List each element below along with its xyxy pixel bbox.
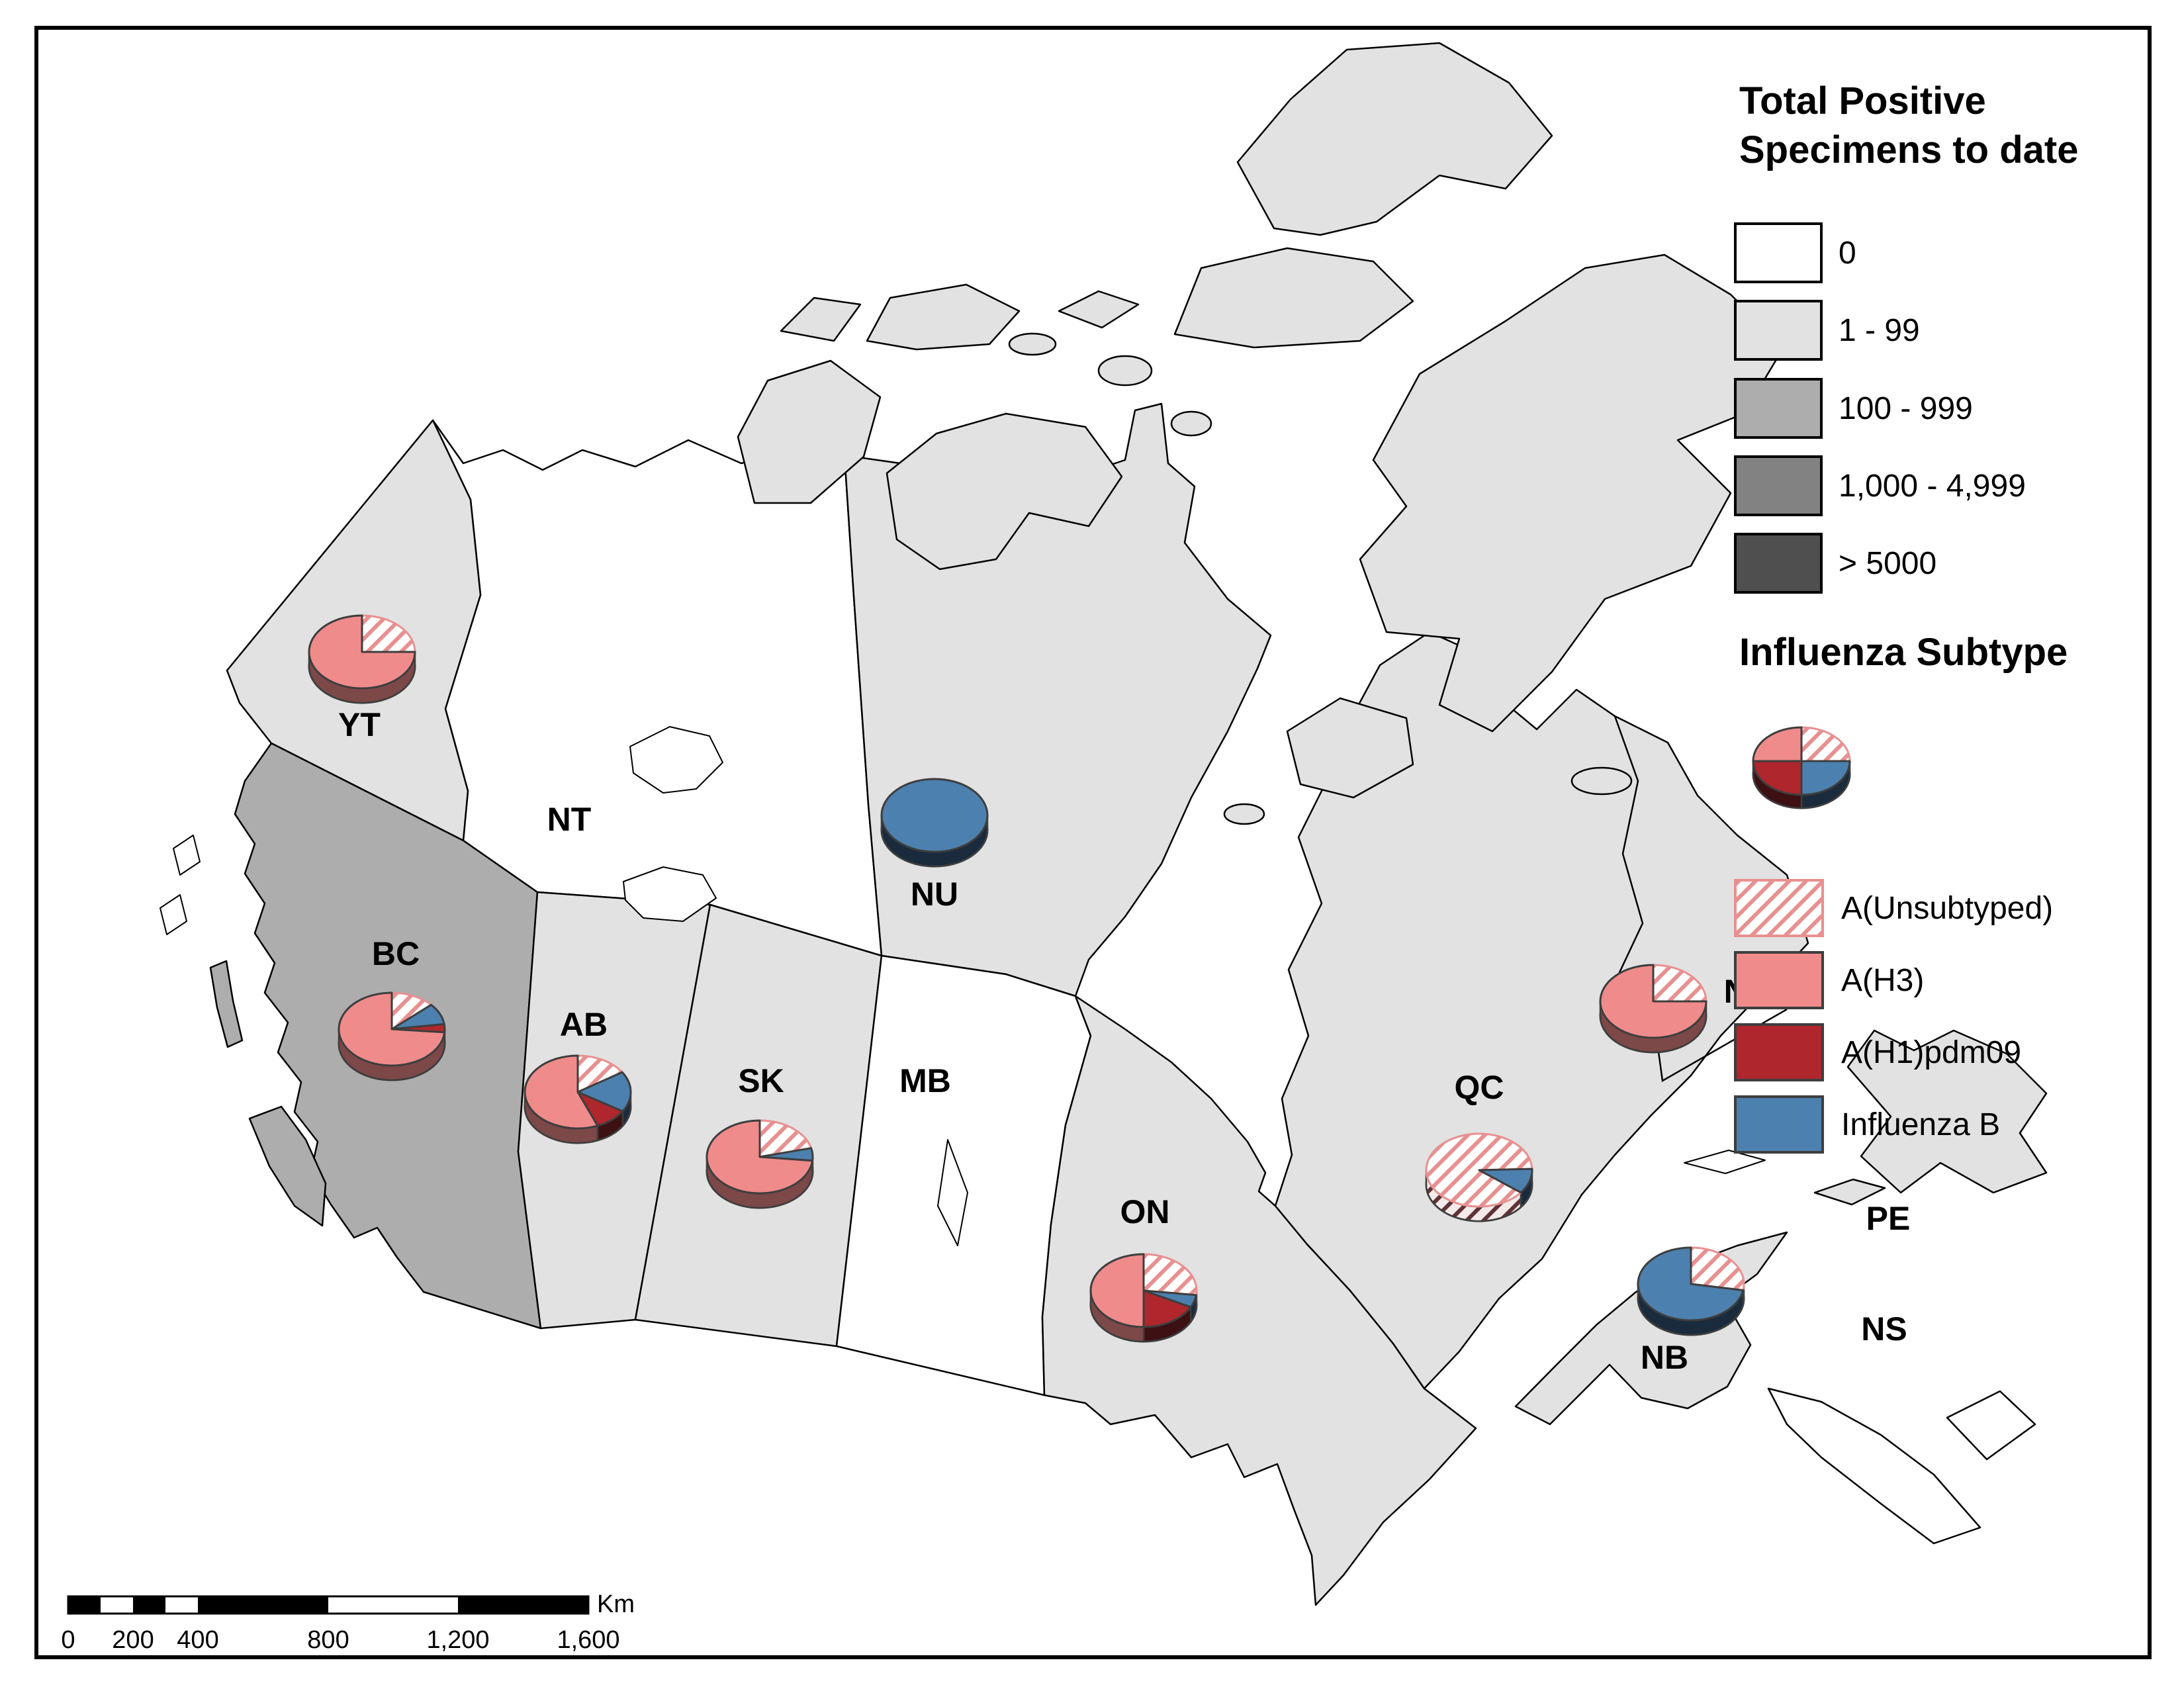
scale-seg-4 — [458, 1596, 588, 1614]
legend-label-1000-4999: 1,000 - 4,999 — [1839, 469, 2026, 504]
legend-swatch-100-999 — [1735, 379, 1821, 437]
label-bc: BC — [372, 935, 420, 972]
label-mb: MB — [899, 1062, 951, 1099]
scale-bar: 0 200 400 800 1,200 1,600 Km — [61, 1590, 635, 1654]
subtype-swatch-h1pdm09 — [1735, 1025, 1823, 1080]
pie-AB — [525, 1056, 631, 1143]
legend-label-0: 0 — [1839, 236, 1856, 271]
scale-seg-1 — [68, 1596, 101, 1614]
label-on: ON — [1120, 1193, 1170, 1230]
scale-tick-0: 0 — [61, 1626, 75, 1654]
pie-NL — [1600, 965, 1706, 1052]
island-parry — [1059, 291, 1138, 328]
label-qc: QC — [1455, 1069, 1504, 1106]
legend-specimens: Total Positive Specimens to date 0 1 - 9… — [1735, 79, 2078, 592]
label-nt: NT — [547, 801, 592, 838]
legend-label-5000: > 5000 — [1839, 546, 1936, 581]
legend-label-100-999: 100 - 999 — [1839, 391, 1973, 426]
region-bc-haida-gwaii — [210, 961, 242, 1047]
pie-legend-sample — [1753, 727, 1850, 808]
scale-seg-3 — [198, 1596, 328, 1614]
subtype-label-h1pdm09: A(H1)pdm09 — [1841, 1035, 2021, 1070]
subtype-label-influenza-b: Influenza B — [1841, 1107, 2000, 1142]
scale-tick-800: 800 — [307, 1626, 349, 1654]
legend-label-1-99: 1 - 99 — [1839, 313, 1920, 348]
legend-specimens-title-line2: Specimens to date — [1739, 128, 2078, 171]
island-small-2 — [1171, 412, 1211, 435]
label-ns: NS — [1861, 1310, 1907, 1348]
island-coats — [1224, 804, 1264, 824]
label-pe: PE — [1866, 1200, 1911, 1237]
legend-swatch-1-99 — [1735, 301, 1821, 359]
region-ns — [1768, 1389, 1980, 1543]
island-melville — [867, 285, 1019, 349]
scale-tick-1200: 1,200 — [426, 1626, 489, 1654]
pie-legend-sample-slice-A(H3) — [1753, 727, 1801, 761]
island-small-1 — [1099, 356, 1152, 385]
subtype-label-unsubtyped: A(Unsubtyped) — [1841, 891, 2053, 926]
island-prince-patrick — [781, 298, 860, 341]
legend-swatch-1000-4999 — [1735, 457, 1821, 515]
scale-tick-400: 400 — [177, 1626, 218, 1654]
label-sk: SK — [738, 1062, 784, 1099]
label-nb: NB — [1641, 1339, 1688, 1376]
label-yt: YT — [338, 706, 381, 743]
legend-specimens-title-line1: Total Positive — [1739, 79, 1986, 122]
pie-legend-sample-slice-A(Unsubtyped) — [1801, 727, 1850, 761]
pie-QC — [1426, 1134, 1532, 1221]
pie-NU-slice — [882, 779, 987, 852]
pie-NU — [882, 779, 987, 866]
region-ns-cape-breton — [1947, 1391, 2035, 1459]
label-nu: NU — [911, 876, 958, 913]
pie-NB — [1638, 1248, 1744, 1335]
island-ellesmere — [1238, 43, 1552, 235]
island-devon — [1175, 248, 1413, 347]
island-hudson-strait — [1572, 768, 1631, 794]
scale-tick-200: 200 — [112, 1626, 154, 1654]
pie-BC — [339, 993, 445, 1080]
label-ab: AB — [560, 1006, 608, 1043]
scale-tick-1600: 1,600 — [557, 1626, 619, 1654]
island-alaska-panhandle-1 — [173, 835, 200, 875]
scale-seg-2 — [133, 1596, 165, 1614]
legend-swatch-5000 — [1735, 534, 1821, 592]
pie-SK — [707, 1120, 813, 1208]
subtype-swatch-h3 — [1735, 952, 1823, 1008]
island-alaska-panhandle-2 — [160, 895, 187, 935]
subtype-swatch-unsubtyped — [1735, 880, 1823, 936]
legend-subtype-title: Influenza Subtype — [1739, 631, 2068, 674]
subtype-swatch-influenza-b — [1735, 1097, 1823, 1152]
subtype-label-h3: A(H3) — [1841, 963, 1924, 998]
legend-sample-pie — [1753, 727, 1850, 808]
legend-swatch-0 — [1735, 224, 1821, 282]
scale-unit: Km — [597, 1590, 635, 1618]
island-small-3 — [1009, 334, 1056, 355]
pie-YT — [309, 616, 415, 703]
pie-ON — [1091, 1254, 1197, 1342]
island-anticosti — [1684, 1150, 1765, 1173]
